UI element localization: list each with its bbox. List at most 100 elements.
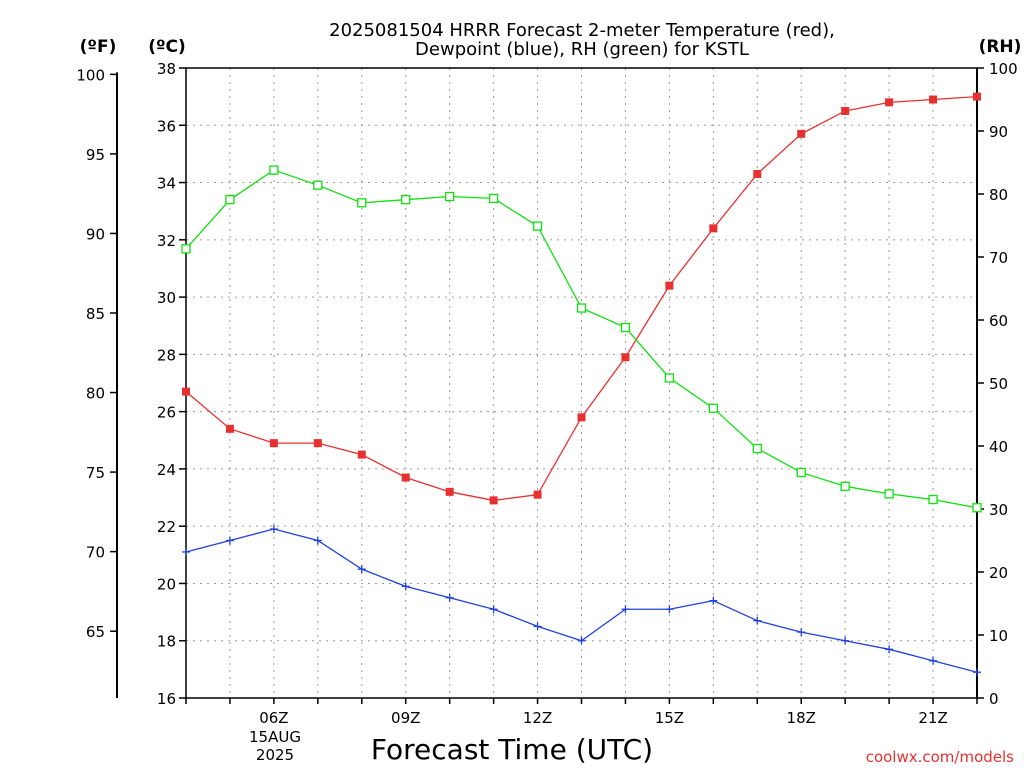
- dewpoint-point: [313, 536, 322, 545]
- rh-point: [664, 373, 675, 383]
- fahrenheit-tick-label: 85: [86, 305, 105, 323]
- fahrenheit-tick-label: 70: [86, 544, 105, 562]
- temperature-point: [182, 387, 190, 396]
- celsius-tick-label: 16: [157, 690, 176, 708]
- dewpoint-point: [225, 536, 234, 545]
- rh-point: [401, 195, 411, 205]
- rh-point: [796, 467, 806, 478]
- temperature-point: [885, 98, 894, 107]
- fahrenheit-tick-label: 65: [86, 623, 105, 641]
- temperature-point: [665, 281, 674, 290]
- celsius-tick-label: 28: [157, 346, 176, 364]
- rh-point: [928, 494, 938, 505]
- temperature-point: [797, 129, 806, 138]
- y-axis-fahrenheit-label: (ºF): [80, 37, 117, 57]
- dewpoint-point: [577, 636, 586, 645]
- temperature-point: [313, 439, 322, 448]
- x-tick-label: 15Z: [655, 709, 684, 727]
- celsius-tick-label: 30: [157, 289, 176, 307]
- dewpoint-point: [269, 525, 278, 534]
- rh-point: [225, 195, 235, 205]
- dewpoint-point: [797, 628, 806, 637]
- celsius-tick-label: 34: [157, 175, 176, 193]
- dewpoint-point: [621, 605, 630, 614]
- x-tick-label: 18Z: [787, 709, 816, 727]
- temperature-point: [841, 106, 850, 115]
- chart-subtitle: Dewpoint (blue), RH (green) for KSTL: [415, 39, 749, 60]
- rh-point: [269, 165, 279, 175]
- chart-labels: 2025081504 HRRR Forecast 2-meter Tempera…: [80, 20, 1022, 766]
- y-axis-celsius-label: (ºC): [148, 37, 186, 57]
- dewpoint-point: [841, 636, 850, 645]
- dewpoint-point: [533, 622, 542, 631]
- temperature-point: [269, 439, 278, 448]
- x-axis-date-line-2: 2025: [256, 746, 294, 764]
- x-tick-label: 21Z: [918, 709, 947, 727]
- rh-tick-label: 0: [989, 690, 999, 708]
- dewpoint-point: [357, 565, 366, 574]
- rh-point: [357, 198, 367, 208]
- x-tick-label: 12Z: [523, 709, 552, 727]
- credit-text: coolwx.com/models: [866, 748, 1014, 766]
- rh-tick-label: 80: [989, 186, 1008, 204]
- x-tick-label: 06Z: [259, 709, 288, 727]
- rh-tick-label: 50: [989, 375, 1008, 393]
- dewpoint-point: [182, 547, 190, 556]
- temperature-point: [929, 95, 938, 104]
- x-tick-label: 09Z: [391, 709, 420, 727]
- rh-point: [752, 443, 762, 454]
- data-series: [181, 92, 982, 677]
- temperature-point: [577, 413, 586, 422]
- rh-tick-label: 60: [989, 312, 1008, 330]
- rh-point: [620, 322, 631, 333]
- temperature-point: [357, 450, 366, 459]
- rh-point: [708, 403, 718, 413]
- rh-point: [313, 180, 323, 190]
- temperature-point: [533, 490, 542, 499]
- dewpoint-point: [665, 605, 674, 614]
- y-axis-rh-label: (RH): [979, 37, 1022, 57]
- fahrenheit-tick-label: 100: [76, 66, 105, 84]
- temperature-point: [445, 487, 454, 496]
- celsius-tick-label: 18: [157, 633, 176, 651]
- rh-tick-label: 10: [989, 627, 1008, 645]
- celsius-tick-label: 38: [157, 60, 176, 78]
- temperature-point: [753, 169, 762, 178]
- fahrenheit-tick-label: 75: [86, 464, 105, 482]
- rh-tick-label: 90: [989, 123, 1008, 141]
- temperature-point: [709, 224, 718, 233]
- dewpoint-point: [401, 582, 410, 591]
- dewpoint-point: [973, 668, 981, 677]
- temperature-point: [489, 496, 498, 505]
- rh-line: [185, 169, 978, 509]
- rh-point: [884, 489, 894, 499]
- temperature-point: [401, 473, 410, 482]
- rh-point: [532, 221, 543, 231]
- dewpoint-point: [885, 645, 894, 654]
- dewpoint-point: [489, 605, 498, 614]
- fahrenheit-tick-label: 90: [86, 225, 105, 243]
- rh-point: [972, 503, 982, 513]
- dewpoint-point: [753, 616, 762, 625]
- grid-lines: [186, 68, 977, 698]
- fahrenheit-tick-label: 80: [86, 385, 105, 403]
- rh-tick-label: 20: [989, 564, 1008, 582]
- celsius-tick-label: 24: [157, 461, 176, 479]
- temperature-point: [621, 353, 630, 362]
- celsius-tick-label: 20: [157, 575, 176, 593]
- rh-point: [840, 481, 850, 491]
- rh-tick-label: 100: [989, 60, 1018, 78]
- celsius-tick-label: 26: [157, 404, 176, 422]
- temperature-point: [973, 92, 981, 101]
- chart-title: 2025081504 HRRR Forecast 2-meter Tempera…: [329, 20, 835, 41]
- dewpoint-point: [445, 593, 454, 602]
- rh-point: [445, 191, 455, 202]
- rh-point: [576, 303, 587, 313]
- dewpoint-point: [709, 596, 718, 605]
- dewpoint-point: [929, 656, 938, 665]
- fahrenheit-tick-label: 95: [86, 146, 105, 164]
- celsius-tick-label: 22: [157, 518, 176, 536]
- rh-point: [488, 193, 499, 204]
- rh-tick-label: 70: [989, 249, 1008, 267]
